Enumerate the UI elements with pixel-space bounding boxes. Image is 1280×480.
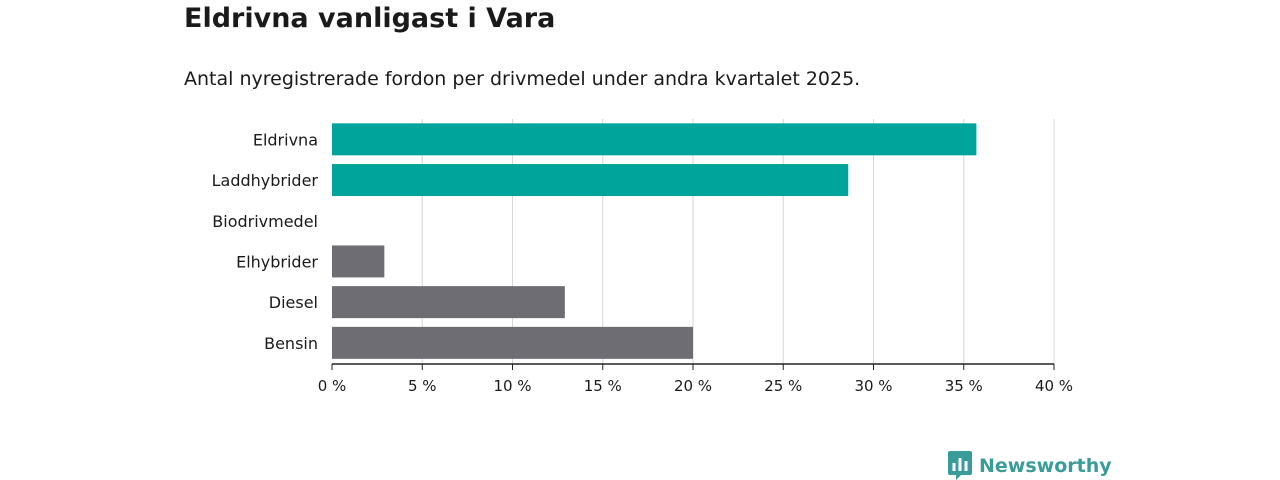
x-tick-label: 15 % xyxy=(584,377,622,395)
category-label: Biodrivmedel xyxy=(212,212,318,231)
x-tick-label: 10 % xyxy=(493,377,531,395)
category-label: Bensin xyxy=(264,334,318,353)
brand-name: Newsworthy xyxy=(979,454,1112,477)
bar-elhybrider xyxy=(332,245,385,278)
brand: Newsworthy xyxy=(948,451,1112,480)
x-tick-label: 25 % xyxy=(764,377,802,395)
bar-diesel xyxy=(332,286,565,319)
chart-title: Eldrivna vanligast i Vara xyxy=(184,3,556,34)
category-label: Elhybrider xyxy=(236,252,318,271)
x-tick-label: 0 % xyxy=(318,377,347,395)
category-label: Laddhybrider xyxy=(212,171,319,190)
x-axis: 0 % 5 % 10 % 15 % 20 % 25 % 30 % 35 % 40 % xyxy=(318,363,1073,395)
category-label: Eldrivna xyxy=(253,130,318,149)
category-label: Diesel xyxy=(269,293,318,312)
bar-eldrivna xyxy=(332,123,977,156)
bar-chart: Eldrivna Laddhybrider Biodrivmedel Elhybrid… xyxy=(212,119,1073,395)
bar-bensin xyxy=(332,326,693,359)
x-tick-label: 35 % xyxy=(945,377,983,395)
bar-laddhybrider xyxy=(332,164,849,197)
x-tick-label: 5 % xyxy=(408,377,437,395)
x-tick-label: 30 % xyxy=(854,377,892,395)
bars xyxy=(332,123,977,359)
x-tick-label: 40 % xyxy=(1035,377,1073,395)
x-tick-label: 20 % xyxy=(674,377,712,395)
category-labels: Eldrivna Laddhybrider Biodrivmedel Elhybrid… xyxy=(212,130,319,353)
grid-lines xyxy=(421,119,1055,364)
chart-subtitle: Antal nyregistrerade fordon per drivmede… xyxy=(184,68,861,90)
newsworthy-logo-icon xyxy=(948,451,972,480)
